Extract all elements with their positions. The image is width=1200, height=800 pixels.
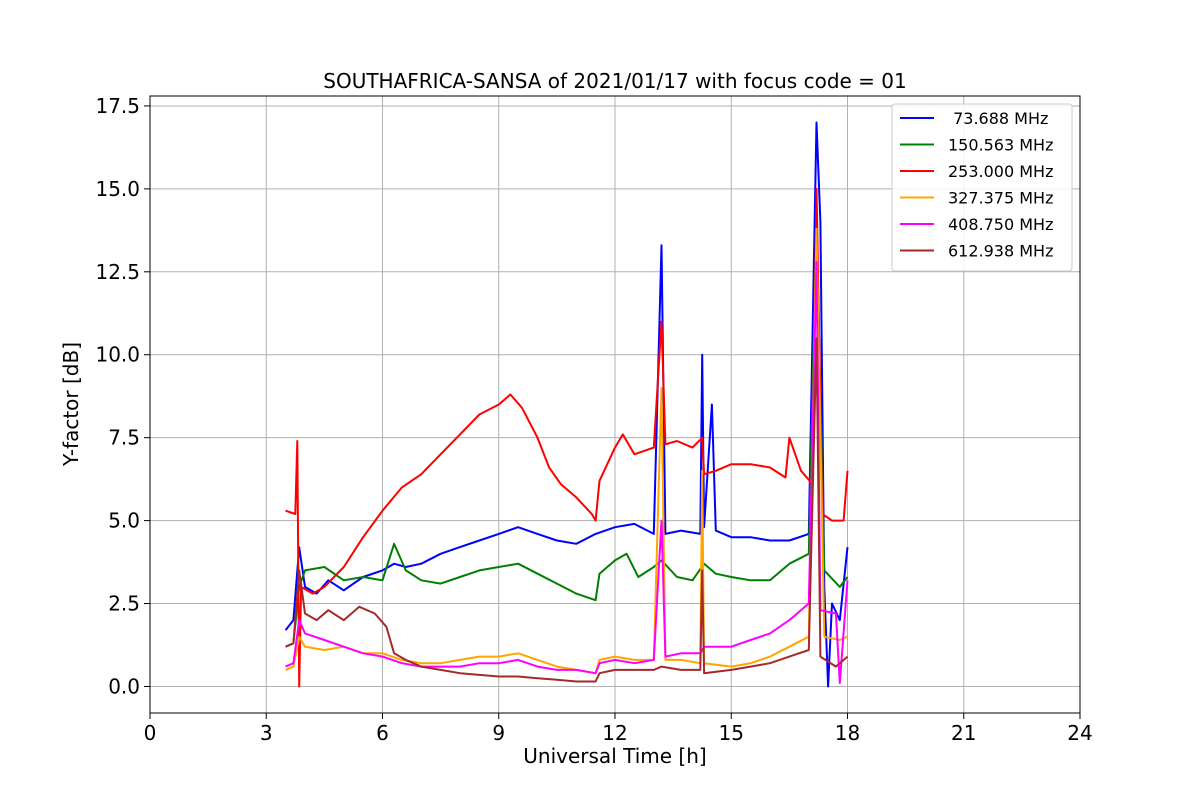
series-line-6 (285, 337, 849, 683)
x-tick-label: 12 (602, 721, 627, 745)
legend-label: 612.938 MHz (948, 242, 1053, 261)
y-tick-label: 17.5 (95, 94, 140, 118)
y-tick-label: 5.0 (108, 509, 140, 533)
series-line-5 (285, 260, 849, 685)
x-tick-label: 0 (144, 721, 157, 745)
y-tick-label: 2.5 (108, 592, 140, 616)
legend-label: 73.688 MHz (948, 109, 1048, 128)
series-line-2 (285, 221, 849, 648)
series-line-1 (284, 121, 849, 688)
x-tick-label: 9 (492, 721, 505, 745)
legend-box (891, 103, 1073, 272)
legend-label: 253.000 MHz (948, 162, 1053, 181)
y-tick-label: 12.5 (95, 260, 140, 284)
x-tick-label: 21 (951, 721, 976, 745)
x-tick-label: 6 (376, 721, 389, 745)
legend-label: 408.750 MHz (948, 215, 1053, 234)
y-tick-label: 15.0 (95, 177, 140, 201)
series-line-3 (285, 187, 849, 688)
series-group (284, 121, 849, 688)
x-tick-label: 15 (719, 721, 744, 745)
legend: 73.688 MHz 150.563 MHz 253.000 MHz 327.375 … (891, 103, 1073, 272)
legend-label: 150.563 MHz (948, 136, 1053, 155)
chart-title: SOUTHAFRICA-SANSA of 2021/01/17 with foc… (323, 69, 907, 93)
y-axis-label: Y-factor [dB] (59, 342, 83, 467)
y-tick-label: 7.5 (108, 426, 140, 450)
legend-label: 327.375 MHz (948, 189, 1053, 208)
x-axis-label: Universal Time [h] (523, 744, 706, 768)
x-tick-label: 3 (260, 721, 273, 745)
y-tick-label: 0.0 (108, 674, 140, 698)
x-tick-label: 24 (1067, 721, 1092, 745)
y-tick-label: 10.0 (95, 343, 140, 367)
x-tick-label: 18 (835, 721, 860, 745)
x-ticks: 0 3 6 9 12 15 18 21 24 (144, 713, 1093, 745)
y-ticks: 0.0 2.5 5.0 7.5 10.0 12.5 15.0 17.5 (95, 94, 150, 698)
